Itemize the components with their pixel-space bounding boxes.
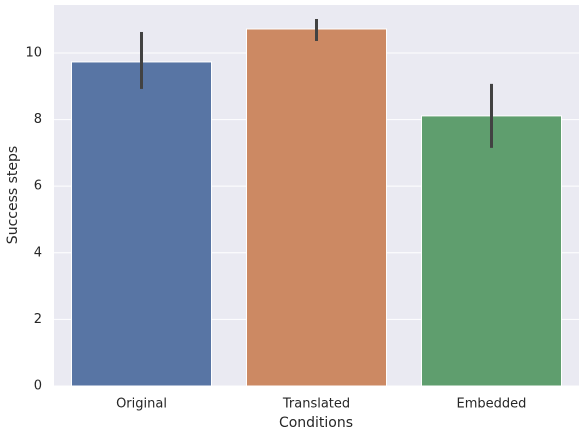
- bar: [246, 28, 387, 387]
- x-tick-label: Translated: [282, 397, 350, 412]
- y-tick-label: 8: [34, 112, 42, 127]
- x-axis-label: Conditions: [279, 415, 353, 431]
- y-tick-label: 4: [34, 245, 42, 260]
- y-tick-label: 6: [34, 179, 42, 194]
- y-axis-label: Success steps: [5, 146, 21, 244]
- bar: [421, 115, 562, 387]
- x-tick-label: Original: [116, 397, 167, 412]
- x-tick-label: Embedded: [457, 397, 527, 412]
- y-tick-label: 10: [25, 45, 42, 60]
- y-tick-label: 0: [34, 379, 42, 394]
- y-tick-label: 2: [34, 312, 42, 327]
- bar: [71, 61, 212, 387]
